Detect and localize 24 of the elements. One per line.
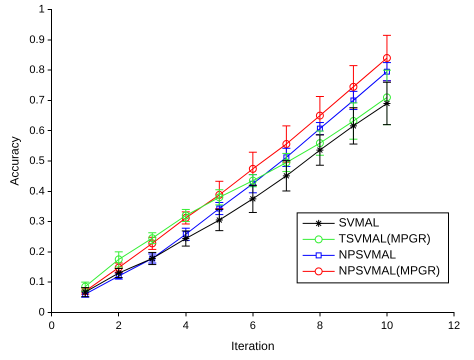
legend-label: TSVMAL(MPGR) [338, 232, 431, 246]
x-tick-label: 4 [182, 320, 189, 332]
y-axis-title: Accuracy [8, 136, 22, 186]
x-axis-title: Iteration [231, 339, 275, 354]
y-tick-label: 1 [38, 4, 45, 16]
legend-label: NPSVMAL [338, 248, 396, 262]
x-tick-label: 12 [448, 320, 460, 332]
y-tick-label: 0.8 [29, 64, 45, 76]
y-tick-label: 0.6 [29, 124, 45, 137]
x-tick-label: 0 [48, 320, 55, 332]
y-tick-label: 0 [38, 306, 45, 318]
y-tick-label: 0.3 [29, 216, 45, 228]
legend-label: SVMAL [338, 216, 380, 230]
legend-label: NPSVMAL(MPGR) [338, 264, 440, 278]
y-tick-label: 0.7 [29, 94, 45, 106]
y-tick-label: 0.1 [29, 276, 45, 288]
x-tick-label: 8 [316, 320, 323, 332]
y-tick-label: 0.4 [29, 185, 45, 198]
x-tick-label: 6 [250, 320, 256, 332]
y-tick-label: 0.5 [29, 155, 45, 168]
x-tick-label: 10 [380, 320, 394, 332]
y-tick-label: 0.2 [29, 246, 45, 258]
y-tick-label: 0.9 [29, 34, 45, 46]
x-tick-label: 2 [116, 320, 122, 332]
